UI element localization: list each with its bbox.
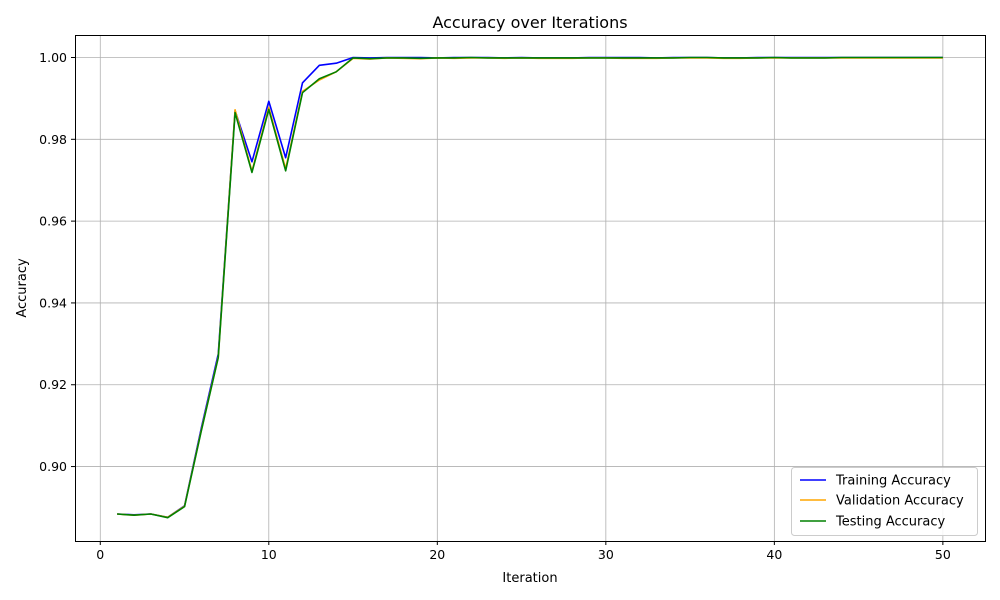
y-tick-label: 0.94 [39, 295, 67, 310]
plot-frame [75, 35, 986, 542]
x-tick-label: 40 [766, 547, 782, 562]
legend: Training Accuracy Validation Accuracy Te… [791, 467, 978, 536]
chart-title: Accuracy over Iterations [432, 13, 627, 32]
y-tick-label: 0.96 [39, 214, 67, 229]
y-tick-label: 0.98 [39, 132, 67, 147]
legend-box [791, 467, 978, 536]
legend-label-validation: Validation Accuracy [836, 494, 964, 509]
y-tick-label: 1.00 [39, 50, 67, 65]
x-axis-title: Iteration [502, 571, 557, 586]
y-tick-label: 0.90 [39, 459, 67, 474]
legend-label-training: Training Accuracy [835, 474, 951, 489]
x-tick-label: 50 [935, 547, 951, 562]
legend-label-testing: Testing Accuracy [835, 515, 945, 530]
axis-ticks: 0 10 20 30 40 50 0.90 0.92 0.94 0.96 0.98 1.00 [39, 50, 951, 562]
testing-accuracy-line [117, 56, 943, 519]
x-tick-label: 10 [261, 547, 277, 562]
y-axis-title: Accuracy [15, 258, 30, 318]
y-tick-label: 0.92 [39, 377, 67, 392]
x-tick-label: 30 [598, 547, 614, 562]
series-lines [117, 56, 943, 519]
x-tick-label: 20 [429, 547, 445, 562]
grid [75, 35, 985, 541]
training-accuracy-line [117, 56, 943, 519]
x-tick-label: 0 [96, 547, 104, 562]
